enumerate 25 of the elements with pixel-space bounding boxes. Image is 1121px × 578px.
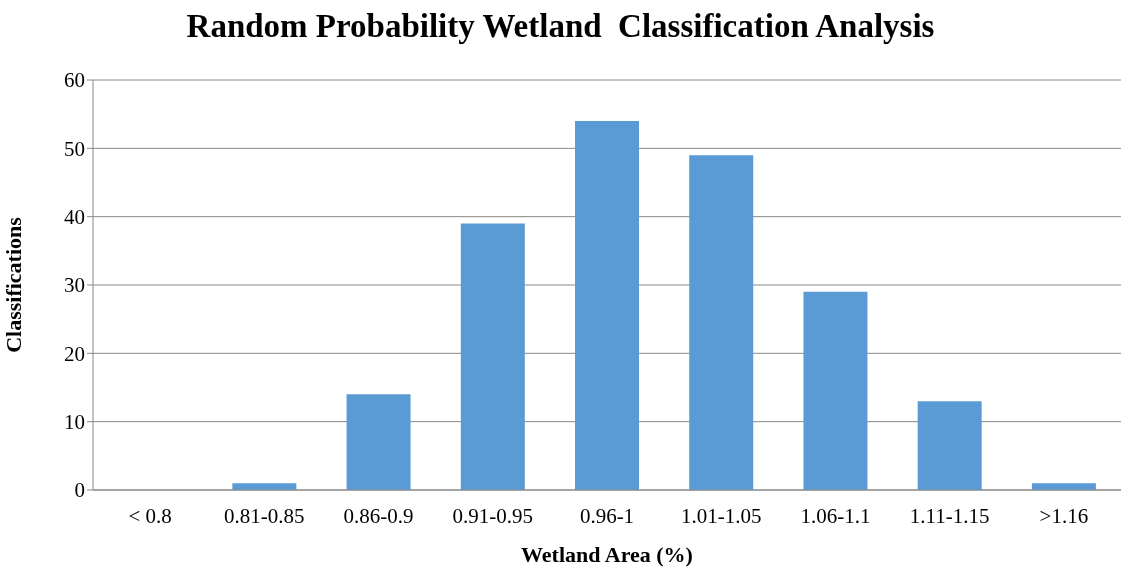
x-tick-label: 1.01-1.05 xyxy=(680,503,762,528)
y-tick-label: 20 xyxy=(64,341,85,366)
x-tick-label: 1.11-1.15 xyxy=(909,503,990,528)
y-tick-label: 60 xyxy=(64,68,85,93)
bar xyxy=(917,401,982,490)
x-tick-label: 0.91-0.95 xyxy=(452,503,534,528)
x-tick-label: >1.16 xyxy=(1039,503,1089,528)
x-tick-label: 0.86-0.9 xyxy=(343,503,414,528)
chart-title: Random Probability Wetland Classification Analysis xyxy=(185,8,936,45)
bar xyxy=(575,121,640,490)
x-tick-label: < 0.8 xyxy=(128,503,172,528)
y-tick-label: 30 xyxy=(64,273,85,298)
y-tick-label: 10 xyxy=(64,410,85,435)
y-axis-title: Classifications xyxy=(0,216,26,353)
y-tick-label: 40 xyxy=(64,205,85,230)
x-tick-label: 0.81-0.85 xyxy=(224,503,305,528)
y-tick-label: 50 xyxy=(64,136,85,161)
bar xyxy=(803,291,868,490)
bar xyxy=(460,223,525,490)
x-tick-label: 0.96-1 xyxy=(579,503,635,528)
bar xyxy=(346,394,411,490)
x-axis-title: Wetland Area (%) xyxy=(521,542,693,567)
y-tick-label: 0 xyxy=(74,478,85,503)
x-tick-label: 1.06-1.1 xyxy=(800,503,871,528)
bar xyxy=(689,155,754,490)
